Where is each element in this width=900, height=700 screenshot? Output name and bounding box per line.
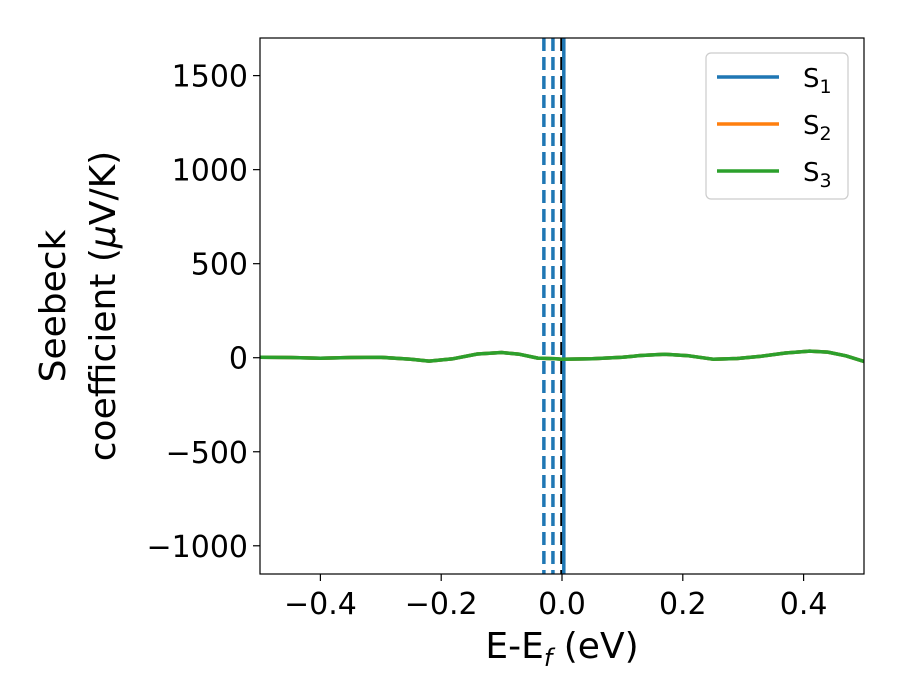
legend-label-s3: S3 xyxy=(803,158,832,192)
y-axis-title-line2: coefficient (μV/K) xyxy=(83,151,124,461)
y-axis-title: Seebeck coefficient (μV/K) xyxy=(33,151,124,461)
y-tick-label: 1500 xyxy=(172,60,248,95)
x-tick-label: −0.4 xyxy=(284,587,357,622)
y-axis-title-line1: Seebeck xyxy=(33,229,74,382)
series-line-s3 xyxy=(260,349,864,364)
legend: S1 S2 S3 xyxy=(705,52,849,200)
x-tick-label: −0.2 xyxy=(405,587,478,622)
x-tick-label: 0.2 xyxy=(659,587,707,622)
y-tick-label: −500 xyxy=(166,436,248,471)
y-tick-label: 1000 xyxy=(172,154,248,189)
legend-label-s1: S1 xyxy=(803,64,832,98)
vertical-reference-lines xyxy=(542,38,566,574)
y-axis-ticks: −1000 −500 0 500 1000 1500 xyxy=(147,60,260,565)
y-tick-label: −1000 xyxy=(147,530,248,565)
x-axis-title: E-Ef (eV) xyxy=(485,626,638,672)
series-lines xyxy=(260,349,864,364)
y-tick-label: 500 xyxy=(191,248,248,283)
x-axis-ticks: −0.4 −0.2 0.0 0.2 0.4 xyxy=(284,574,827,622)
x-tick-label: 0.4 xyxy=(780,587,828,622)
legend-label-s2: S2 xyxy=(803,111,832,145)
x-tick-label: 0.0 xyxy=(538,587,586,622)
y-tick-label: 0 xyxy=(229,342,248,377)
legend-box xyxy=(705,52,849,200)
